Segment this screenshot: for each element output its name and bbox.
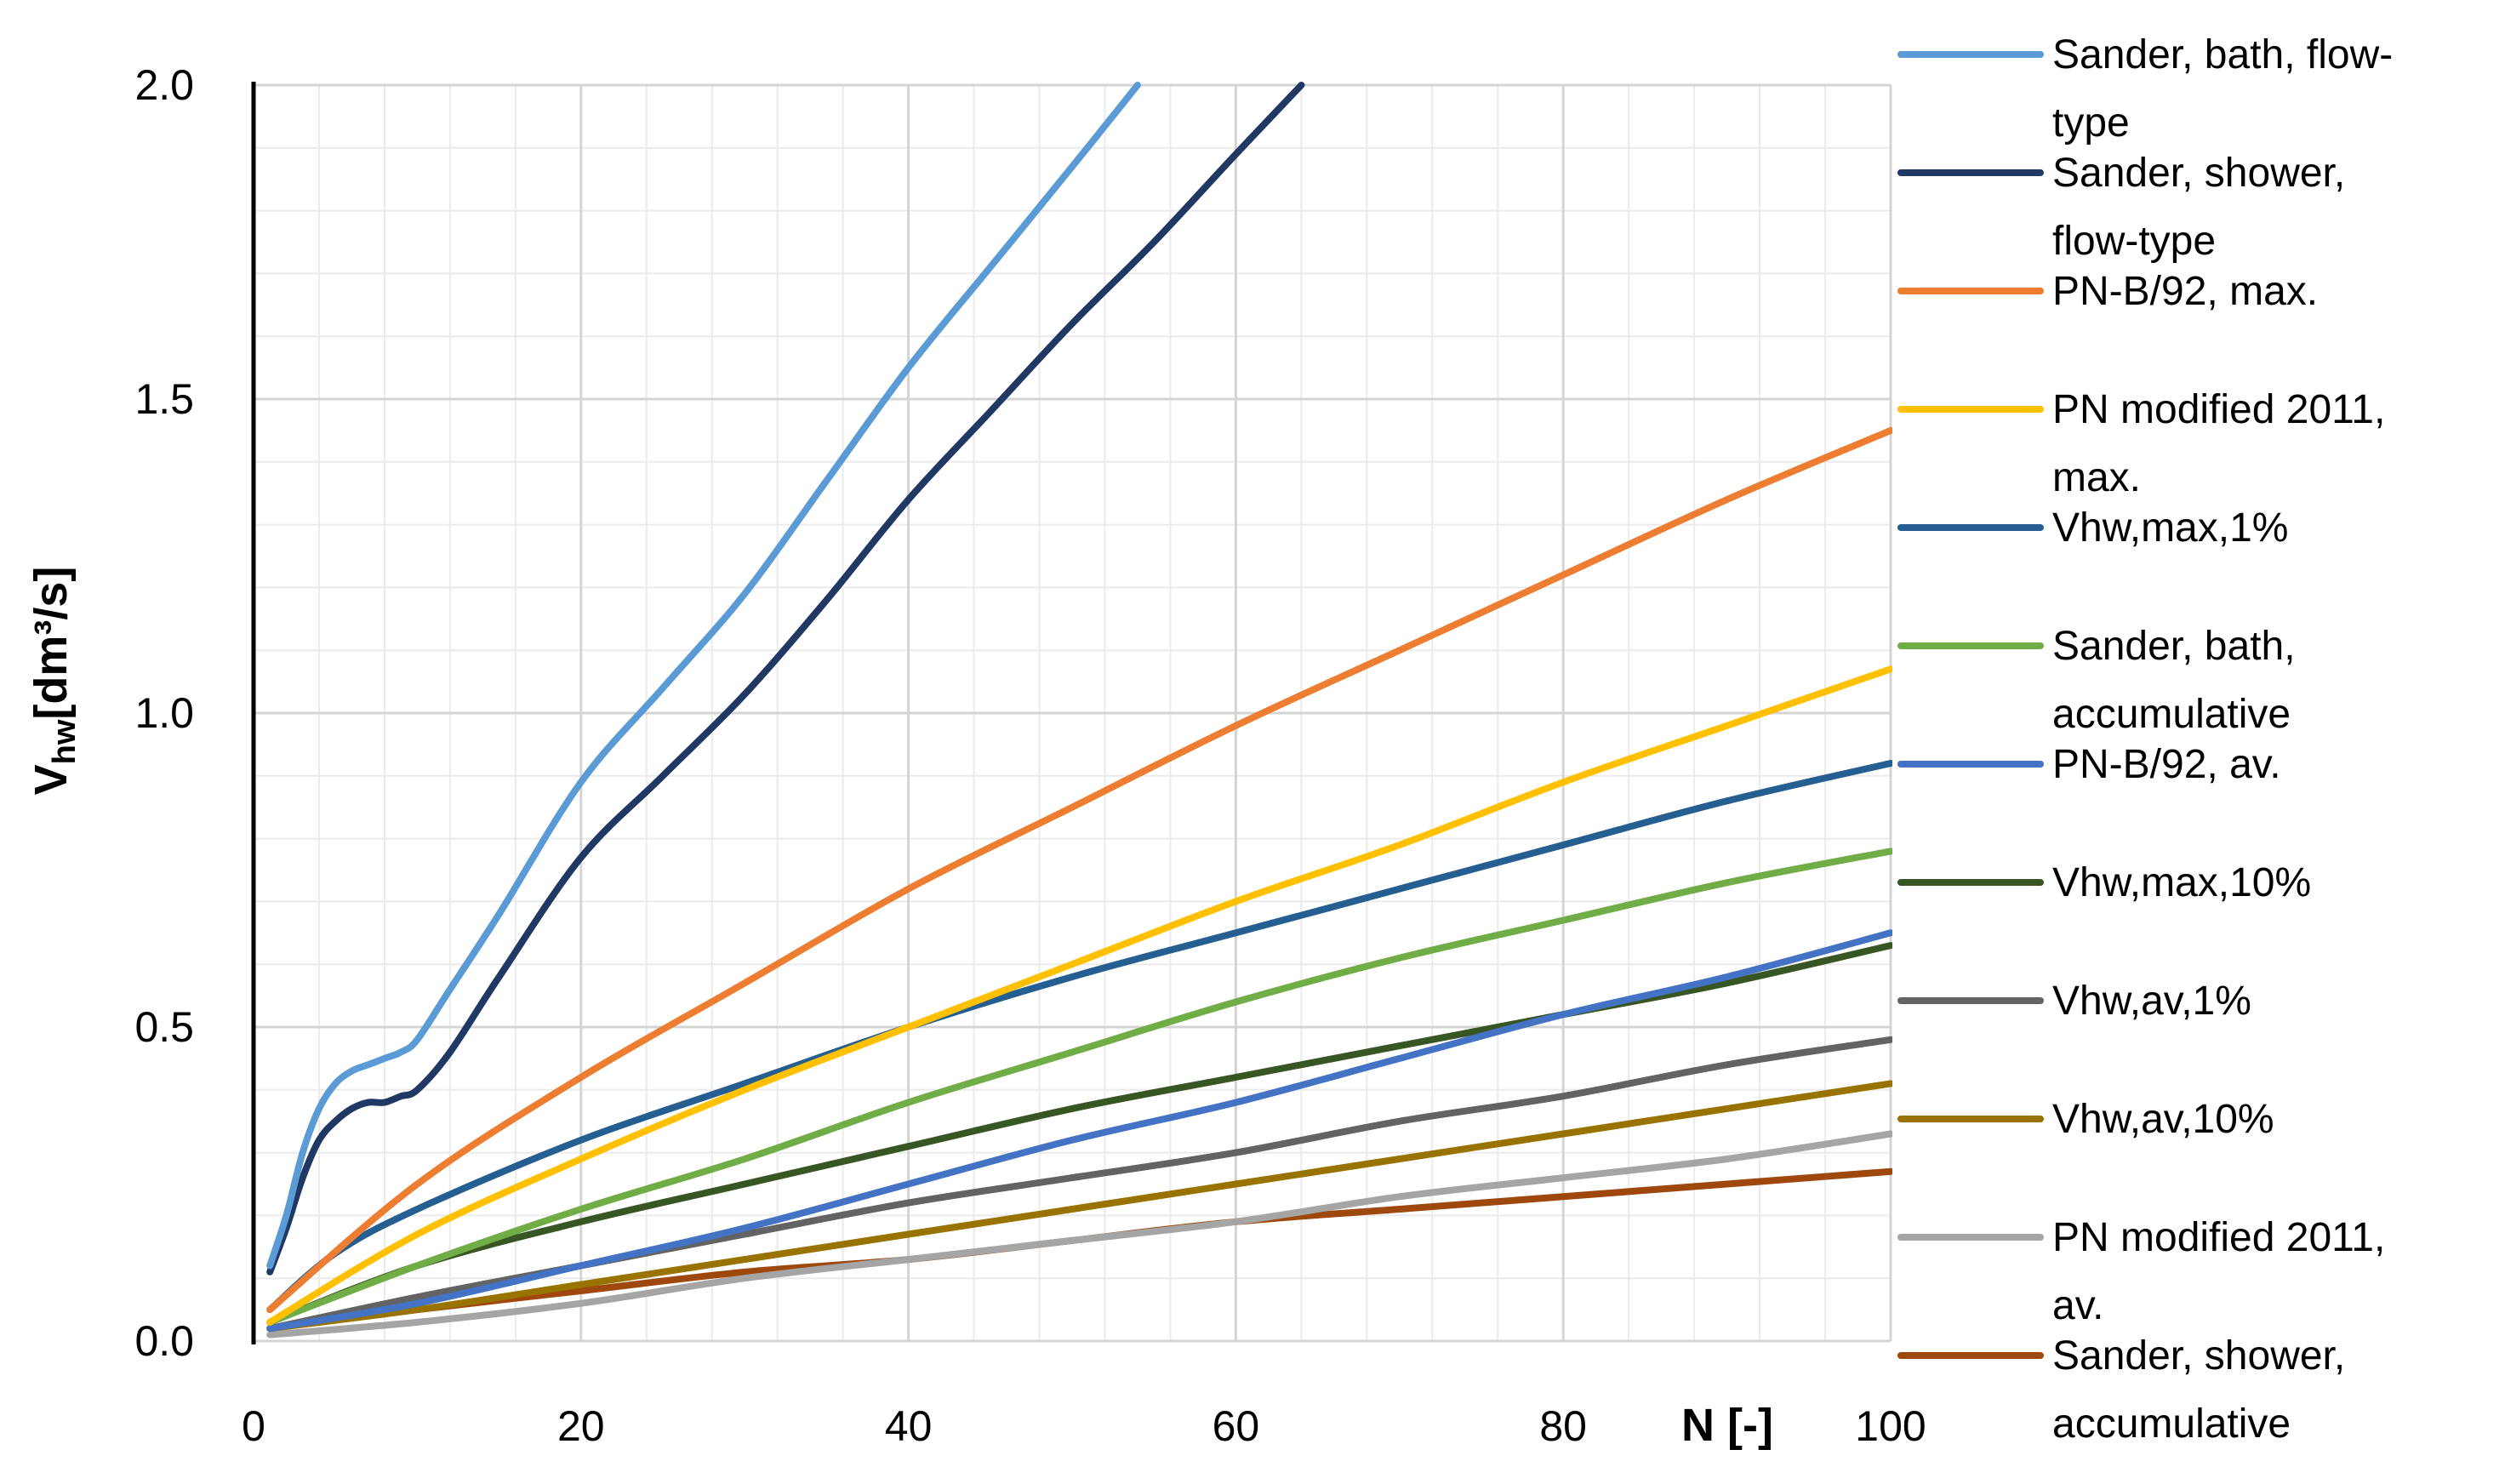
y-axis-title: Vhw[dm³/s] [26,567,83,796]
legend-entry-sander-shower-accumulative: Sander, shower, accumulative [1897,1333,2345,1447]
series-line-pn-b-92-max [266,426,1892,1314]
legend-label: Sander, shower, flow-type [2052,151,2345,264]
series-lines [266,82,1892,1338]
legend-entry-pn-modified-2011-max: PN modified 2011, max. [1897,387,2385,500]
legend-label: Vhw,max,1% [2052,505,2288,551]
legend-label: PN-B/92, av. [2052,742,2281,787]
series-line-sander-bath-accumulative [266,848,1892,1326]
series-line-vhw-av-10 [266,1080,1892,1333]
y-tick-label: 0.0 [134,1317,194,1365]
legend-entry-sander-bath-flow-type: Sander, bath, flow-type [1897,32,2393,146]
legend-label: PN-B/92, max. [2052,269,2318,314]
series-line-vhw-max-1 [266,760,1892,1314]
legend-entry-sander-shower-flow-type: Sander, shower, flow-type [1897,151,2345,264]
x-axis-title: N [-] [1681,1400,1773,1451]
legend-label: PN modified 2011, av. [2052,1215,2385,1328]
y-tick-label: 2.0 [134,61,194,109]
legend-label: Sander, bath, flow-type [2052,32,2393,146]
series-line-sander-shower-flow-type [266,82,1305,1276]
legend-label: PN modified 2011, max. [2052,387,2385,500]
legend-label: Vhw,max,10% [2052,860,2311,905]
legend-entry-pn-b-92-av: PN-B/92, av. [1897,742,2281,787]
y-tick-label: 1.0 [134,689,194,737]
legend-entry-vhw-max-10: Vhw,max,10% [1897,860,2311,905]
legend-label: Sander, bath, accumulative [2052,624,2296,737]
y-tick-labels: 0.0 0.5 1.0 1.5 2.0 [134,61,194,1365]
legend-entry-pn-modified-2011-av: PN modified 2011, av. [1897,1215,2385,1328]
x-tick-label: 0 [242,1402,265,1450]
legend-entry-sander-bath-accumulative: Sander, bath, accumulative [1897,624,2296,737]
series-line-pn-modified-2011-max [266,665,1892,1326]
x-tick-label: 60 [1213,1402,1260,1450]
legend-label: Vhw,av,10% [2052,1097,2274,1142]
y-tick-label: 1.5 [134,375,194,423]
legend-entry-vhw-max-1: Vhw,max,1% [1897,505,2288,551]
series-line-pn-b-92-av [266,929,1892,1333]
x-tick-label: 40 [885,1402,933,1450]
x-tick-labels: 0 20 40 60 80 100 [242,1402,1926,1450]
legend-label: Sander, shower, accumulative [2052,1333,2345,1447]
series-line-sander-bath-flow-type [266,82,1141,1270]
legend-entry-pn-b-92-max: PN-B/92, max. [1897,269,2318,314]
series-line-pn-modified-2011-av [266,1130,1892,1338]
x-tick-label: 80 [1539,1402,1587,1450]
legend-label: Vhw,av,1% [2052,979,2251,1024]
x-tick-label: 100 [1855,1402,1926,1450]
x-tick-label: 20 [557,1402,605,1450]
y-tick-label: 0.5 [134,1003,194,1051]
legend-entry-vhw-av-10: Vhw,av,10% [1897,1097,2274,1142]
legend-entry-vhw-av-1: Vhw,av,1% [1897,979,2251,1024]
